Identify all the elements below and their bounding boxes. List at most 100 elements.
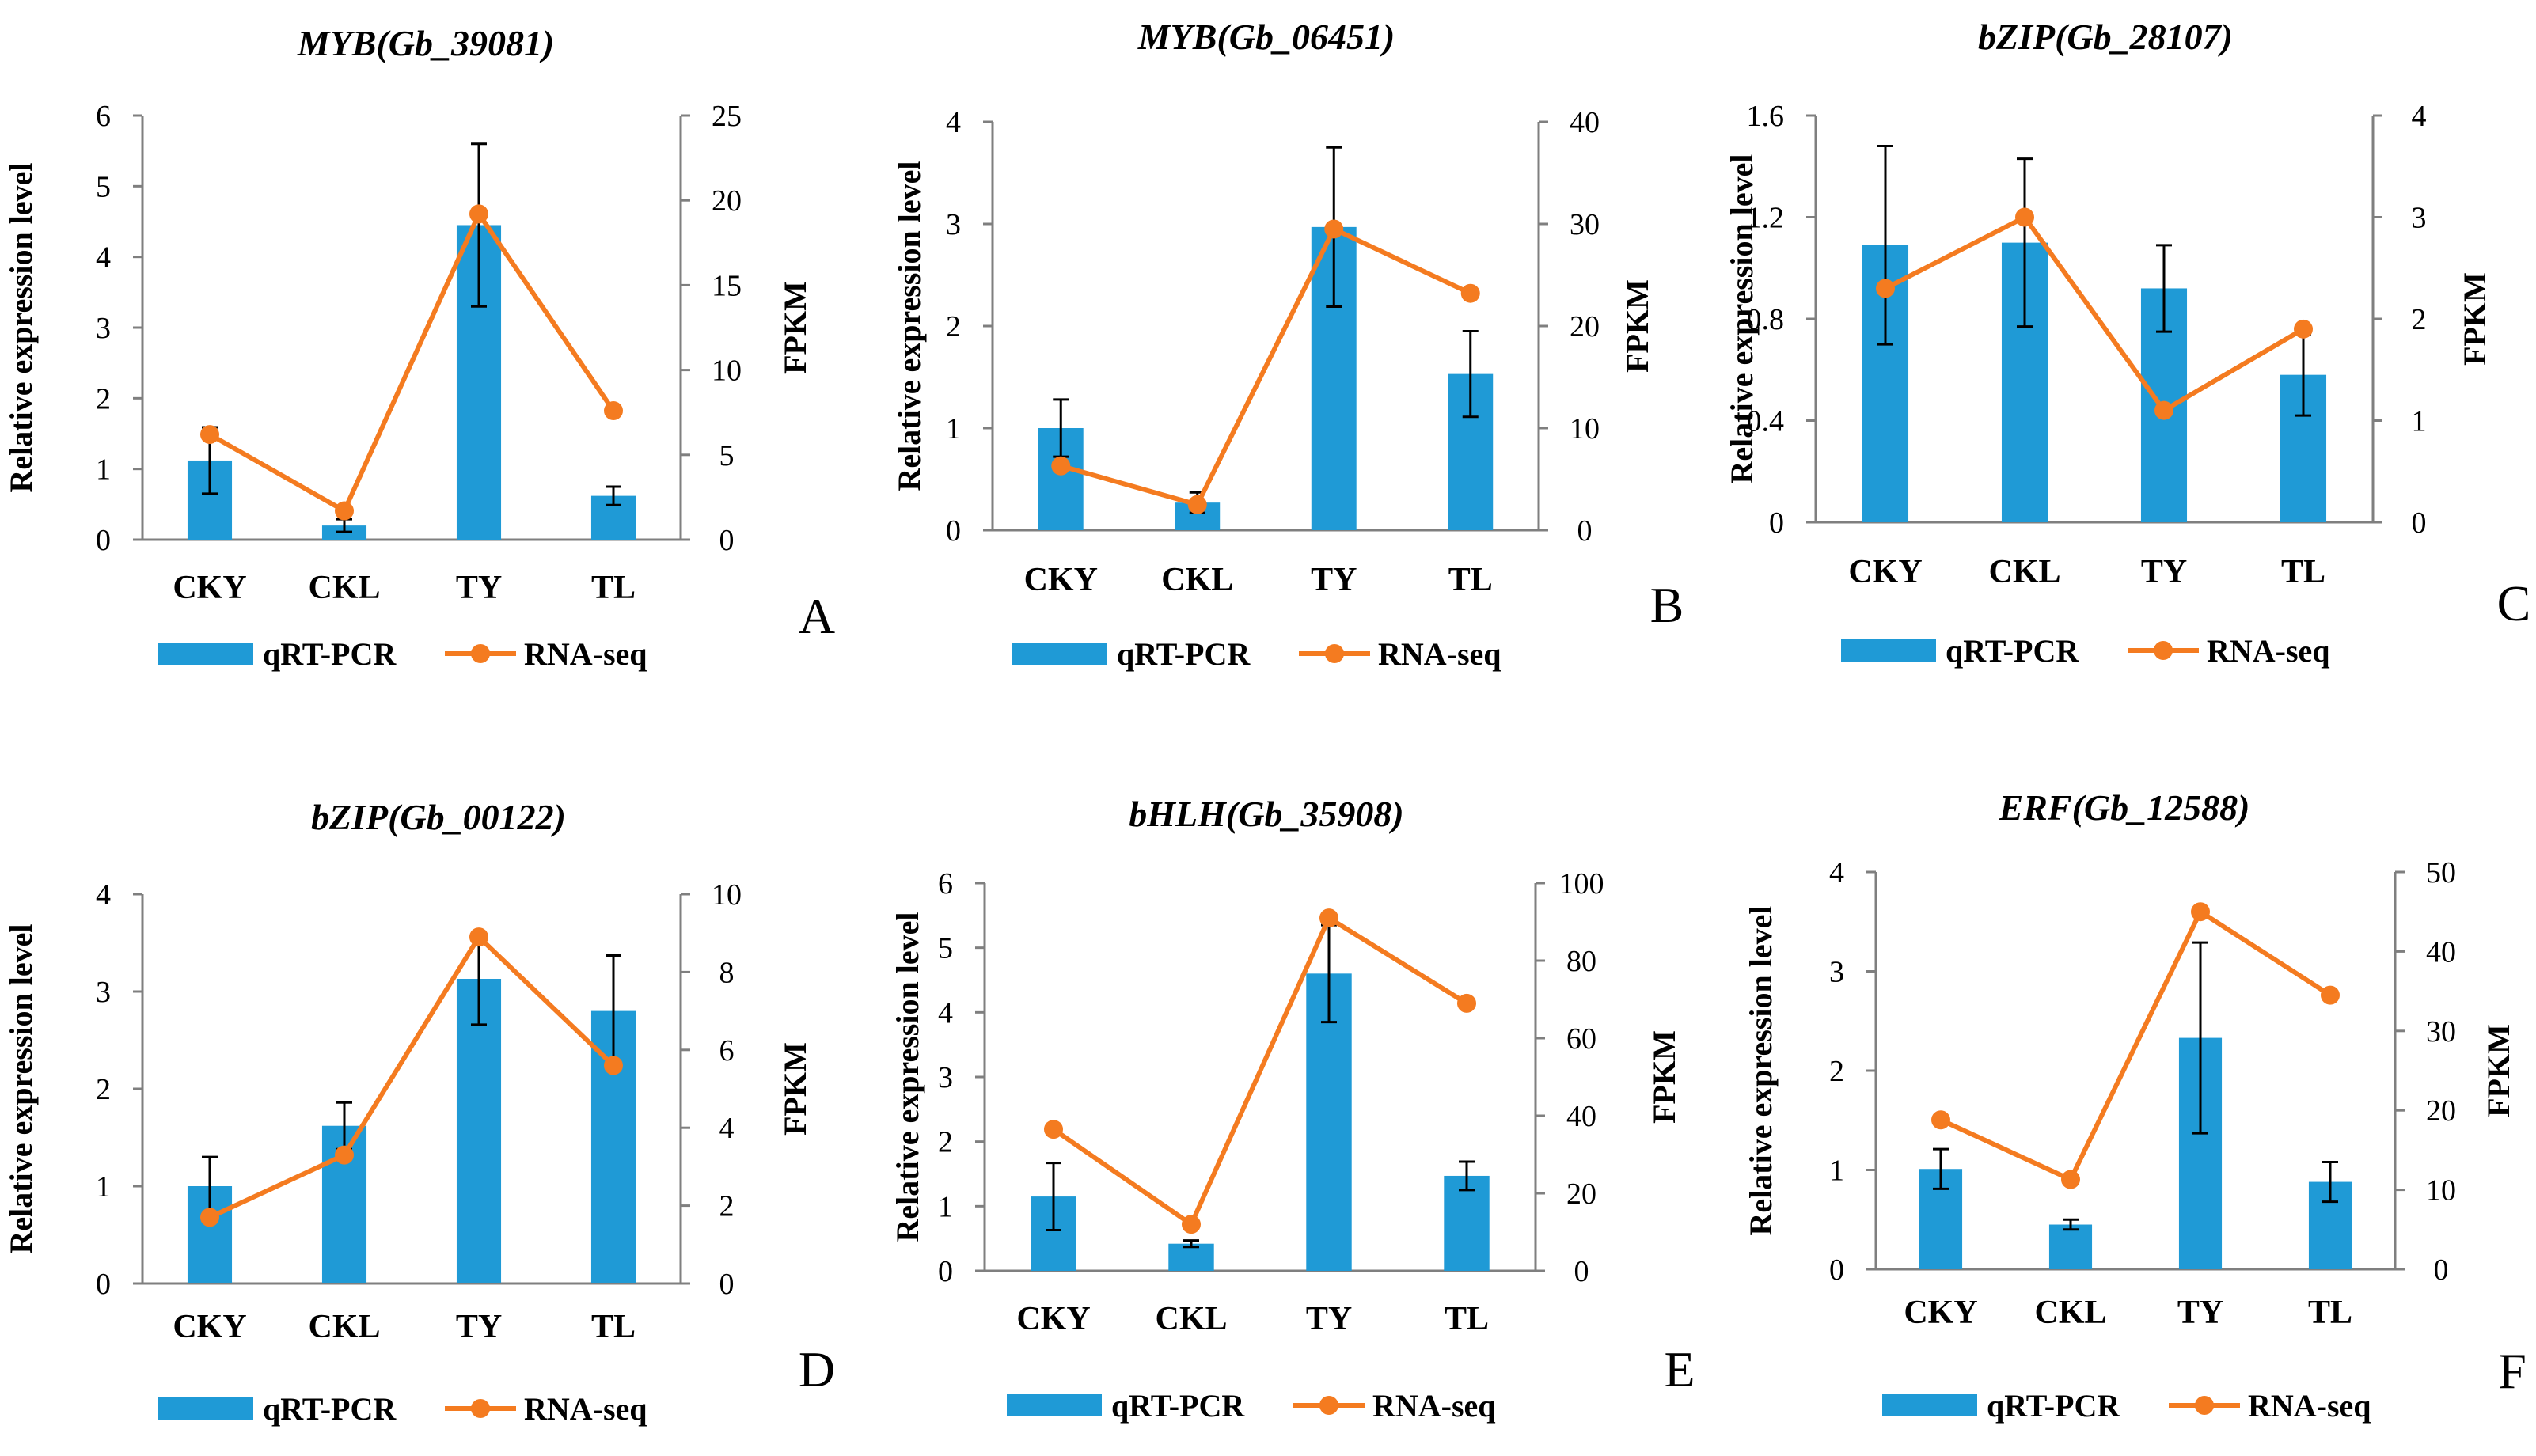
legend: qRT-PCR RNA-seq: [1841, 633, 2330, 669]
right-tick-label: 80: [1566, 945, 1596, 978]
left-tick-label: 4: [96, 241, 111, 275]
right-tick-label: 30: [1570, 208, 1600, 241]
rna-seq-line: [208, 211, 616, 514]
x-tick-label: CKY: [1848, 554, 1922, 590]
right-tick-label: 0: [719, 1268, 735, 1301]
rna-seq-point: [604, 1056, 623, 1075]
x-tick-label: TL: [591, 570, 636, 606]
left-tick-label: 1.2: [1747, 202, 1785, 235]
bar: [456, 979, 502, 1283]
legend-bar-swatch: [158, 643, 253, 665]
panel-letter: B: [1650, 577, 1684, 633]
chart-title: MYB(Gb_39081): [297, 23, 555, 63]
chart-panel-a: MYB(Gb_39081) 0 1 2 3 4 5 6 0 5 10 15 20 25 Relative e…: [3, 23, 835, 672]
chart-title: ERF(Gb_12588): [1999, 787, 2250, 828]
right-tick-label: 20: [1570, 310, 1600, 343]
left-tick-label: 0: [938, 1255, 953, 1288]
left-tick-label: 2: [1829, 1055, 1844, 1088]
x-tick-label: CKL: [2034, 1295, 2106, 1331]
bar: [1444, 1175, 1490, 1271]
right-tick-label: 10: [712, 355, 742, 388]
rna-seq-point: [1457, 993, 1476, 1013]
right-tick-label: 0: [2412, 506, 2427, 540]
right-tick-label: 20: [712, 184, 742, 218]
left-tick-label: 2: [938, 1126, 953, 1159]
legend-line-label: RNA-seq: [2207, 633, 2330, 669]
left-tick-label: 4: [946, 106, 961, 139]
rna-seq-point: [2321, 985, 2340, 1005]
x-tick-label: TL: [2281, 554, 2325, 590]
rna-seq-line: [1884, 214, 2305, 413]
right-tick-label: 50: [2426, 856, 2456, 889]
rna-seq-point: [2294, 319, 2313, 339]
left-tick-label: 3: [1829, 956, 1844, 989]
right-tick-label: 10: [712, 878, 742, 912]
legend-line-marker: [1325, 644, 1344, 663]
x-tick-label: CKY: [1016, 1301, 1090, 1337]
legend-bar-label: qRT-PCR: [1111, 1388, 1245, 1424]
right-tick-label: 6: [719, 1034, 735, 1067]
right-tick-label: 10: [2426, 1174, 2456, 1208]
rna-seq-point: [335, 501, 354, 521]
rna-seq-point: [2154, 400, 2173, 420]
x-tick-label: CKL: [1988, 554, 2060, 590]
right-tick-label: 20: [2426, 1094, 2456, 1128]
left-tick-label: 2: [946, 310, 961, 343]
right-tick-label: 0: [719, 524, 735, 557]
right-tick-label: 1: [2412, 405, 2427, 438]
legend-bar-swatch: [158, 1397, 253, 1420]
left-tick-label: 1: [96, 453, 111, 487]
rna-seq-point: [1324, 219, 1344, 239]
left-tick-label: 1: [946, 412, 961, 446]
left-tick-label: 0: [1769, 506, 1784, 540]
legend-line-marker: [2195, 1396, 2214, 1415]
legend-line-marker: [471, 644, 490, 663]
x-tick-label: CKL: [308, 570, 380, 606]
left-tick-label: 0.4: [1747, 405, 1785, 438]
legend-line-label: RNA-seq: [524, 636, 647, 672]
x-tick-label: TL: [2308, 1295, 2352, 1331]
rna-seq-line: [1060, 226, 1472, 507]
rna-seq-line: [208, 935, 616, 1220]
legend-line-label: RNA-seq: [1372, 1388, 1496, 1424]
right-tick-label: 4: [2412, 100, 2427, 133]
rna-seq-point: [2191, 902, 2210, 922]
left-tick-label: 4: [938, 996, 953, 1029]
left-tick-label: 0.8: [1747, 303, 1785, 336]
rna-seq-point: [200, 425, 219, 445]
x-tick-label: CKY: [173, 1309, 246, 1345]
legend: qRT-PCR RNA-seq: [1012, 636, 1501, 672]
legend-line-label: RNA-seq: [2248, 1388, 2371, 1424]
chart-panel-e: bHLH(Gb_35908)0123456020406080100Relativ…: [890, 794, 1695, 1424]
right-tick-label: 10: [1570, 412, 1600, 446]
legend: qRT-PCR RNA-seq: [158, 1391, 647, 1427]
chart-title: bHLH(Gb_35908): [1129, 794, 1404, 834]
rna-seq-point: [1044, 1120, 1063, 1139]
legend-line-marker: [1319, 1396, 1338, 1415]
left-tick-label: 1: [938, 1190, 953, 1223]
right-tick-label: 3: [2412, 202, 2427, 235]
x-tick-label: CKY: [173, 570, 246, 606]
right-tick-label: 2: [2412, 303, 2427, 336]
left-tick-label: 0: [946, 514, 961, 548]
legend-bar-label: qRT-PCR: [1117, 636, 1251, 672]
left-tick-label: 1: [1829, 1155, 1844, 1188]
y2-axis-label: FPKM: [2481, 1024, 2516, 1117]
x-tick-label: CKL: [1161, 562, 1233, 598]
chart-panel-c: bZIP(Gb_28107) 0 0.4 0.8 1.2 1.6 0 1 2 3 4 Relative…: [1724, 17, 2530, 669]
legend-bar-label: qRT-PCR: [1987, 1388, 2120, 1424]
legend-bar-swatch: [1882, 1394, 1977, 1416]
rna-seq-point: [1187, 495, 1207, 514]
left-tick-label: 0: [96, 1268, 111, 1301]
right-tick-label: 100: [1559, 867, 1604, 901]
chart-panel-d: bZIP(Gb_00122) 0 1 2 3 4 0 2 4 6 8 10 Relative expre…: [3, 797, 835, 1427]
y-axis-label: Relative expression level: [890, 912, 925, 1242]
y2-axis-label: FPKM: [1646, 1030, 1682, 1124]
x-tick-label: TL: [1445, 1301, 1489, 1337]
legend-line-label: RNA-seq: [1378, 636, 1501, 672]
rna-seq-point: [604, 401, 623, 421]
left-tick-label: 6: [938, 867, 953, 901]
right-tick-label: 8: [719, 956, 735, 989]
rna-seq-point: [2061, 1170, 2080, 1189]
